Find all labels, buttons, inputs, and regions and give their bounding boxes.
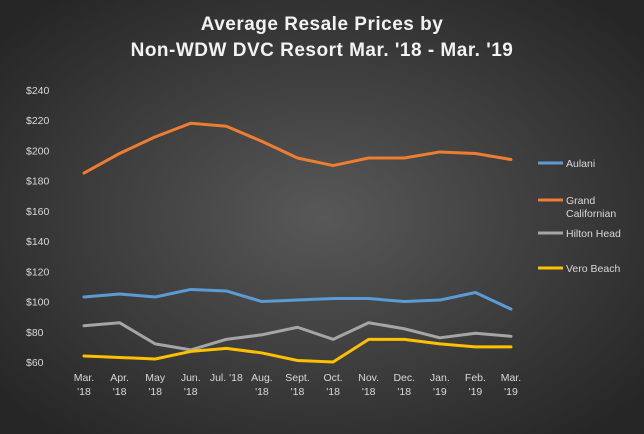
x-tick-label: Jun. '18 bbox=[181, 372, 201, 398]
y-tick-label: $80 bbox=[26, 327, 44, 339]
x-tick-label: Feb. '19 bbox=[465, 372, 486, 398]
y-tick-label: $200 bbox=[26, 145, 50, 157]
x-tick-label: Apr. '18 bbox=[110, 372, 129, 398]
x-tick-label: Oct. '18 bbox=[323, 372, 342, 398]
y-tick-label: $100 bbox=[26, 297, 50, 309]
legend-label: Hilton Head bbox=[566, 228, 621, 240]
chart-title: Average Resale Prices by Non-WDW DVC Reso… bbox=[131, 14, 514, 61]
y-tick-label: $220 bbox=[26, 115, 50, 127]
series-line bbox=[82, 321, 513, 352]
y-tick-label: $160 bbox=[26, 206, 50, 218]
x-tick-label: Dec. '18 bbox=[393, 372, 415, 398]
x-tick-label: Mar. '18 bbox=[74, 372, 94, 398]
x-tick-label: Sept. '18 bbox=[285, 372, 310, 398]
x-tick-label: Nov. '18 bbox=[358, 372, 379, 398]
x-tick-label: Jul. '18 bbox=[210, 372, 243, 384]
series-line bbox=[82, 287, 513, 311]
legend-label: Aulani bbox=[566, 158, 595, 170]
y-tick-label: $180 bbox=[26, 176, 50, 188]
x-tick-label: Mar. '19 bbox=[501, 372, 521, 398]
legend-label: Vero Beach bbox=[566, 263, 620, 275]
x-tick-label: Jan. '19 bbox=[430, 372, 450, 398]
x-tick-label: Aug. '18 bbox=[251, 372, 273, 398]
y-tick-label: $140 bbox=[26, 236, 50, 248]
y-tick-label: $240 bbox=[26, 85, 50, 97]
legend-label: Grand Californian bbox=[566, 195, 616, 220]
y-tick-label: $120 bbox=[26, 266, 50, 278]
series-line bbox=[82, 337, 513, 364]
x-tick-label: May '18 bbox=[145, 372, 166, 398]
y-tick-label: $60 bbox=[26, 357, 44, 369]
series-line bbox=[82, 121, 513, 175]
